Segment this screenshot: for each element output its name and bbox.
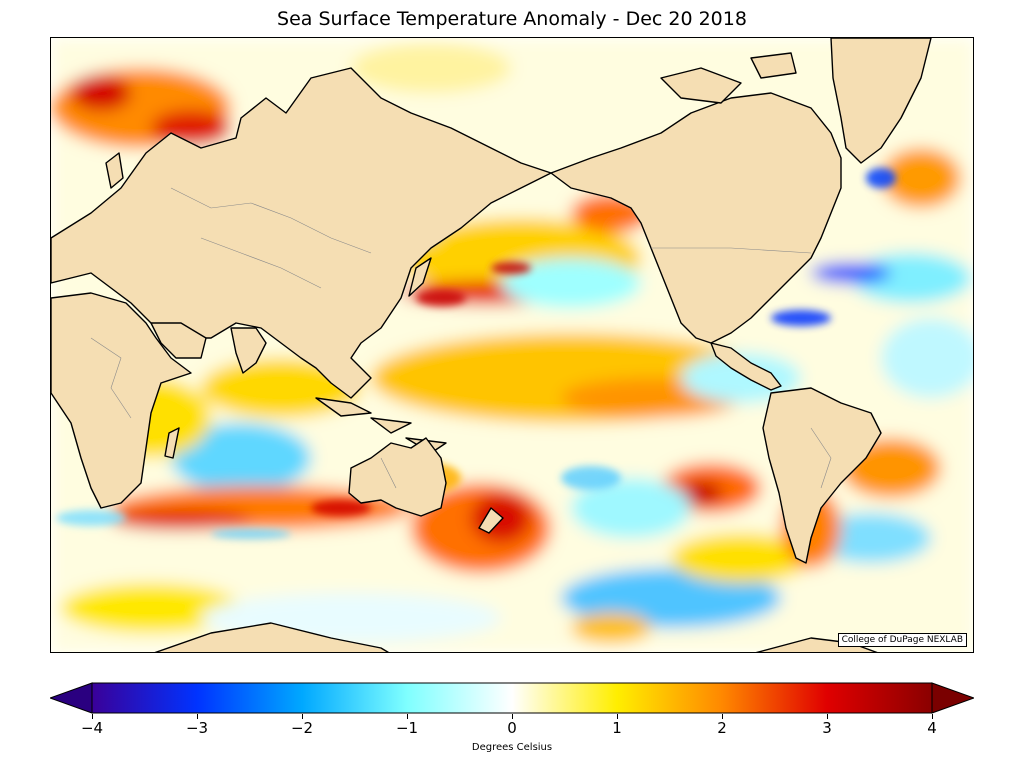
colorbar-tick-label: 0 — [507, 719, 517, 737]
australia-landmass — [348, 437, 447, 517]
antarctica-edge — [154, 622, 390, 652]
colorbar-tick-mark — [407, 714, 408, 719]
south-america-landmass — [762, 387, 882, 564]
colorbar-tick-label: −4 — [80, 719, 104, 737]
india-landmass — [230, 327, 267, 374]
colorbar-min-arrow — [48, 682, 93, 714]
colorbar-tick-mark — [932, 714, 933, 719]
land-masses — [51, 38, 932, 652]
colorbar-tick-label: −2 — [290, 719, 314, 737]
colorbar-tick-label: −3 — [185, 719, 209, 737]
sst-anomaly-map: College of DuPage NEXLAB — [50, 37, 974, 653]
colorbar — [48, 682, 976, 714]
colorbar-label: Degrees Celsius — [471, 742, 553, 753]
colorbar-tick-mark — [512, 714, 513, 719]
colorbar-tick-label: 4 — [927, 719, 937, 737]
colorbar-tick-mark — [617, 714, 618, 719]
new-zealand-islands — [478, 507, 504, 534]
colorbar-svg — [48, 682, 976, 714]
map-title: Sea Surface Temperature Anomaly - Dec 20… — [277, 8, 747, 30]
central-america-landmass — [710, 342, 782, 391]
colorbar-max-arrow — [931, 682, 976, 714]
colorbar-tick-mark — [92, 714, 93, 719]
country-borders — [90, 187, 832, 489]
africa-landmass — [51, 292, 192, 509]
madagascar-island — [164, 427, 180, 459]
arabia-landmass — [150, 322, 207, 359]
colorbar-tick-label: 1 — [612, 719, 622, 737]
colorbar-tick-mark — [197, 714, 198, 719]
colorbar-tick-label: 3 — [822, 719, 832, 737]
colorbar-tick-mark — [722, 714, 723, 719]
arctic-islands — [660, 52, 797, 104]
colorbar-gradient — [91, 682, 933, 714]
greenland-landmass — [830, 38, 932, 164]
colorbar-tick-label: 2 — [717, 719, 727, 737]
colorbar-tick-mark — [302, 714, 303, 719]
british-isles — [105, 152, 124, 189]
map-canvas — [51, 38, 973, 652]
colorbar-tick-label: −1 — [395, 719, 419, 737]
credit-label: College of DuPage NEXLAB — [837, 633, 967, 647]
colorbar-tick-mark — [827, 714, 828, 719]
japan-islands — [408, 257, 432, 297]
